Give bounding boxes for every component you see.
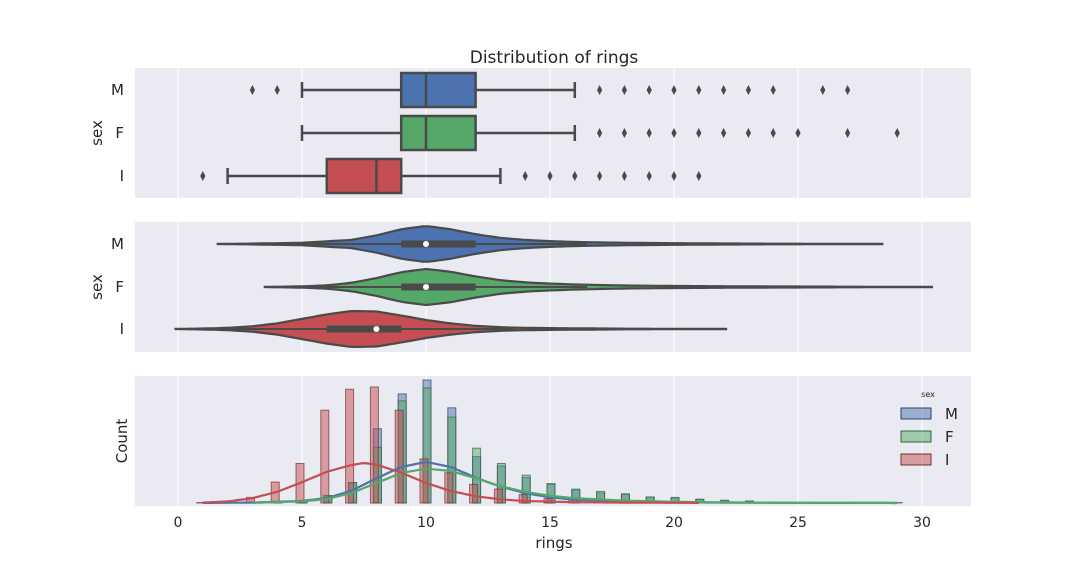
violin-plot-y-label: sex — [88, 274, 106, 300]
outlier-point — [795, 128, 801, 138]
x-tick-label: 5 — [298, 515, 307, 531]
outlier-point — [621, 85, 627, 95]
box-plot-marks — [200, 71, 900, 195]
legend-swatch-M — [900, 407, 932, 420]
box-I — [200, 157, 702, 195]
outlier-point — [646, 171, 652, 181]
violin-median-point — [423, 284, 429, 290]
x-axis-label: rings — [535, 534, 572, 552]
violin-plot-y-ticks: M F I — [111, 235, 124, 338]
histogram-kde-lines — [202, 461, 898, 505]
x-tick-label: 20 — [665, 515, 683, 531]
violin-plot-y-tick-label: I — [120, 320, 124, 338]
legend-label-I: I — [945, 451, 949, 469]
outlier-point — [249, 85, 255, 95]
histogram-bar — [444, 472, 454, 504]
box-plot-y-label: sex — [88, 120, 106, 146]
legend-label-F: F — [945, 428, 954, 446]
outlier-point — [597, 128, 603, 138]
outlier-point — [721, 128, 727, 138]
outlier-point — [646, 128, 652, 138]
outlier-point — [894, 128, 900, 138]
outlier-point — [671, 171, 677, 181]
histogram-bar — [469, 483, 479, 504]
histogram-bar — [369, 386, 379, 504]
outlier-point — [820, 85, 826, 95]
legend-title: sex — [921, 390, 935, 399]
box-M — [249, 71, 851, 109]
kde-line-F — [252, 467, 898, 504]
outlier-point — [745, 128, 751, 138]
legend-swatch-F — [900, 430, 932, 443]
outlier-point — [274, 85, 280, 95]
violin-F — [263, 267, 933, 307]
violin-M — [216, 225, 884, 263]
histogram-bar — [394, 409, 404, 504]
histogram-bar — [493, 488, 503, 504]
histogram-bar — [345, 388, 355, 504]
histogram-bars — [196, 379, 903, 504]
kde-line-I — [202, 461, 699, 504]
outlier-point — [845, 128, 851, 138]
iqr-box — [399, 114, 477, 152]
outlier-point — [621, 171, 627, 181]
box-plot-y-tick-label: I — [120, 167, 124, 185]
outlier-point — [696, 85, 702, 95]
outlier-point — [572, 171, 578, 181]
box-F — [300, 114, 900, 152]
violin-median-point — [423, 241, 429, 247]
box-plot-y-tick-label: M — [111, 81, 124, 99]
violin-plot-y-tick-label: M — [111, 235, 124, 253]
outlier-point — [745, 85, 751, 95]
outlier-point — [522, 171, 528, 181]
outlier-point — [200, 171, 206, 181]
legend-label-M: M — [945, 405, 958, 423]
outlier-point — [671, 128, 677, 138]
x-tick-label: 30 — [913, 515, 931, 531]
outlier-point — [696, 171, 702, 181]
violin-plot-panel: M F I sex — [88, 222, 971, 352]
box-plot-y-ticks: M F I — [111, 81, 124, 185]
histogram-y-label: Count — [113, 419, 131, 464]
violin-median-point — [373, 326, 380, 332]
violin-plot-y-tick-label: F — [115, 278, 124, 296]
iqr-box — [399, 71, 477, 109]
iqr-box — [325, 157, 403, 195]
x-tick-label: 25 — [789, 515, 807, 531]
legend-swatch-I — [900, 453, 932, 466]
box-plot-panel: M F I sex — [88, 68, 971, 198]
histogram-legend: sex MFI — [900, 390, 958, 469]
violin-plot-marks — [174, 225, 933, 348]
outlier-point — [621, 128, 627, 138]
outlier-point — [671, 85, 677, 95]
outlier-point — [597, 85, 603, 95]
outlier-point — [770, 128, 776, 138]
outlier-point — [770, 85, 776, 95]
outlier-point — [696, 128, 702, 138]
violin-I — [174, 310, 728, 348]
histogram-bar — [518, 494, 528, 504]
x-tick-label: 0 — [174, 515, 183, 531]
histogram-bar — [320, 409, 330, 504]
outlier-point — [721, 85, 727, 95]
histogram-panel: Count 0 5 10 15 20 25 30 sex MFI — [113, 376, 971, 531]
outlier-point — [597, 171, 603, 181]
outlier-point — [845, 85, 851, 95]
x-tick-label: 15 — [541, 515, 559, 531]
histogram-x-ticks: 0 5 10 15 20 25 30 — [174, 515, 931, 531]
violin-body — [263, 267, 933, 307]
outlier-point — [547, 171, 553, 181]
x-tick-label: 10 — [417, 515, 435, 531]
chart-title: Distribution of rings — [470, 48, 639, 68]
outlier-point — [646, 85, 652, 95]
box-plot-y-tick-label: F — [115, 124, 124, 142]
